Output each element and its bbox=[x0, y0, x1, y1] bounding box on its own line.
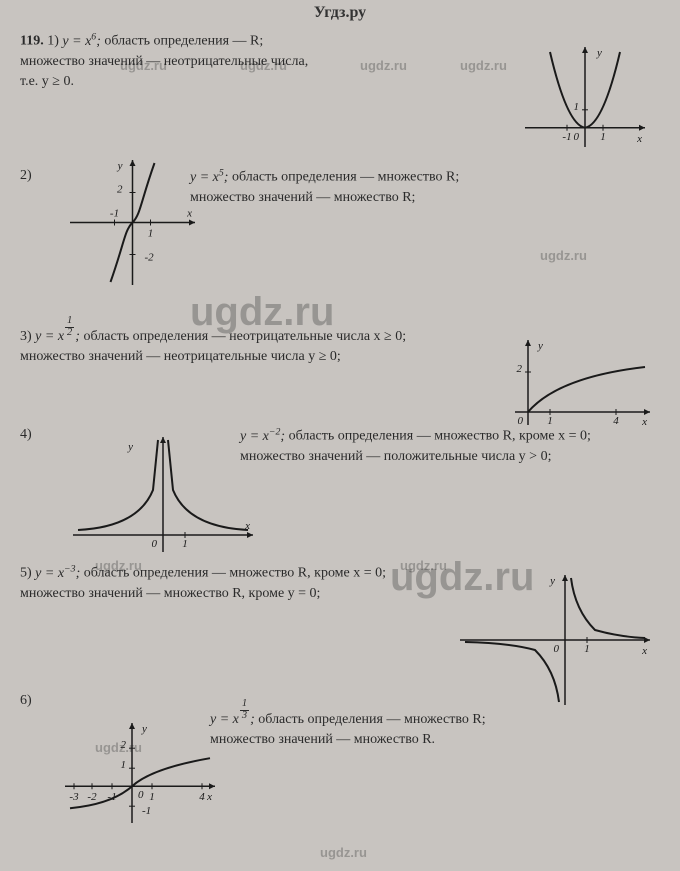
page-header: Угдз.ру bbox=[0, 0, 680, 30]
graph-odd-power: y x -1 1 2 -2 bbox=[65, 155, 200, 290]
svg-text:1: 1 bbox=[149, 791, 155, 803]
item-5-num: 5) bbox=[20, 566, 32, 581]
item-5-text2: множество значений — множество R, кроме … bbox=[20, 586, 320, 601]
svg-text:1: 1 bbox=[600, 131, 606, 143]
graph-inverse-cube: y x 0 1 bbox=[455, 570, 655, 710]
svg-text:0: 0 bbox=[554, 643, 560, 655]
item-3-formula: y = x12; bbox=[35, 329, 80, 344]
problem-number: 119. bbox=[20, 34, 44, 49]
graph-cube-root: yx014-1-2-312-1 bbox=[60, 718, 220, 828]
svg-text:0: 0 bbox=[518, 415, 524, 427]
svg-text:x: x bbox=[206, 791, 212, 803]
svg-text:x: x bbox=[244, 520, 250, 532]
svg-text:1: 1 bbox=[121, 759, 127, 771]
svg-text:2: 2 bbox=[117, 184, 123, 196]
svg-text:1: 1 bbox=[574, 101, 580, 113]
svg-text:0: 0 bbox=[574, 131, 580, 143]
watermark-small: ugdz.ru bbox=[320, 845, 367, 860]
item-1-formula: y = x6; bbox=[62, 34, 100, 49]
svg-text:-1: -1 bbox=[107, 791, 116, 803]
svg-text:x: x bbox=[636, 133, 642, 145]
item-1-text2: множество значений — неотрицательные чис… bbox=[20, 54, 308, 69]
item-1-num: 1) bbox=[47, 34, 59, 49]
svg-text:4: 4 bbox=[199, 791, 205, 803]
item-5-formula: y = x−3; bbox=[35, 566, 80, 581]
item-4-text1: область опре­де­ле­ния — множество R, кр… bbox=[289, 429, 591, 444]
svg-text:-1: -1 bbox=[562, 131, 571, 143]
svg-text:x: x bbox=[186, 208, 192, 220]
svg-text:y: y bbox=[141, 723, 147, 735]
svg-text:1: 1 bbox=[547, 415, 553, 427]
item-6-num: 6) bbox=[20, 691, 32, 711]
item-2-text1: область определения — множество R; bbox=[232, 170, 459, 185]
item-2-text2: множество значений — множество R; bbox=[190, 190, 415, 205]
item-2-num: 2) bbox=[20, 166, 32, 186]
item-3-text2: множество значений — неотрицательные чис… bbox=[20, 349, 341, 364]
item-3-text1: область определения — неотрица­тель­ные … bbox=[83, 329, 406, 344]
svg-text:2: 2 bbox=[517, 363, 523, 375]
svg-text:y: y bbox=[549, 575, 555, 587]
graph-sqrt: y x 0 1 4 2 bbox=[510, 335, 655, 430]
item-1-text1: область определения — R; bbox=[104, 34, 263, 49]
svg-text:0: 0 bbox=[138, 789, 144, 801]
svg-text:-2: -2 bbox=[87, 791, 97, 803]
svg-text:2: 2 bbox=[121, 739, 127, 751]
item-3-num: 3) bbox=[20, 329, 32, 344]
svg-text:1: 1 bbox=[584, 643, 590, 655]
svg-text:y: y bbox=[127, 441, 133, 453]
item-4-num: 4) bbox=[20, 425, 32, 445]
item-5-text1: область определения — множе­ство R, кром… bbox=[84, 566, 386, 581]
svg-text:y: y bbox=[117, 160, 123, 172]
item-1-text3: т.е. y ≥ 0. bbox=[20, 74, 74, 89]
svg-text:x: x bbox=[641, 416, 647, 428]
svg-text:-2: -2 bbox=[145, 252, 155, 264]
svg-text:x: x bbox=[641, 645, 647, 657]
svg-text:4: 4 bbox=[613, 415, 619, 427]
svg-text:y: y bbox=[537, 340, 543, 352]
item-4-text2: множество значений — положительные числа… bbox=[240, 449, 551, 464]
item-6-text2: множество значений — множество R. bbox=[210, 732, 435, 747]
svg-text:1: 1 bbox=[182, 538, 188, 550]
item-6-text1: область определения — множество R; bbox=[258, 712, 485, 727]
svg-text:1: 1 bbox=[148, 228, 154, 240]
graph-parabola-even: y x 0-1 1 1 bbox=[520, 42, 650, 152]
svg-text:-1: -1 bbox=[142, 805, 151, 817]
graph-inverse-square: y x 0 1 bbox=[68, 432, 258, 557]
svg-text:-1: -1 bbox=[110, 208, 119, 220]
svg-text:y: y bbox=[596, 47, 602, 59]
svg-text:-3: -3 bbox=[69, 791, 79, 803]
svg-text:0: 0 bbox=[152, 538, 158, 550]
